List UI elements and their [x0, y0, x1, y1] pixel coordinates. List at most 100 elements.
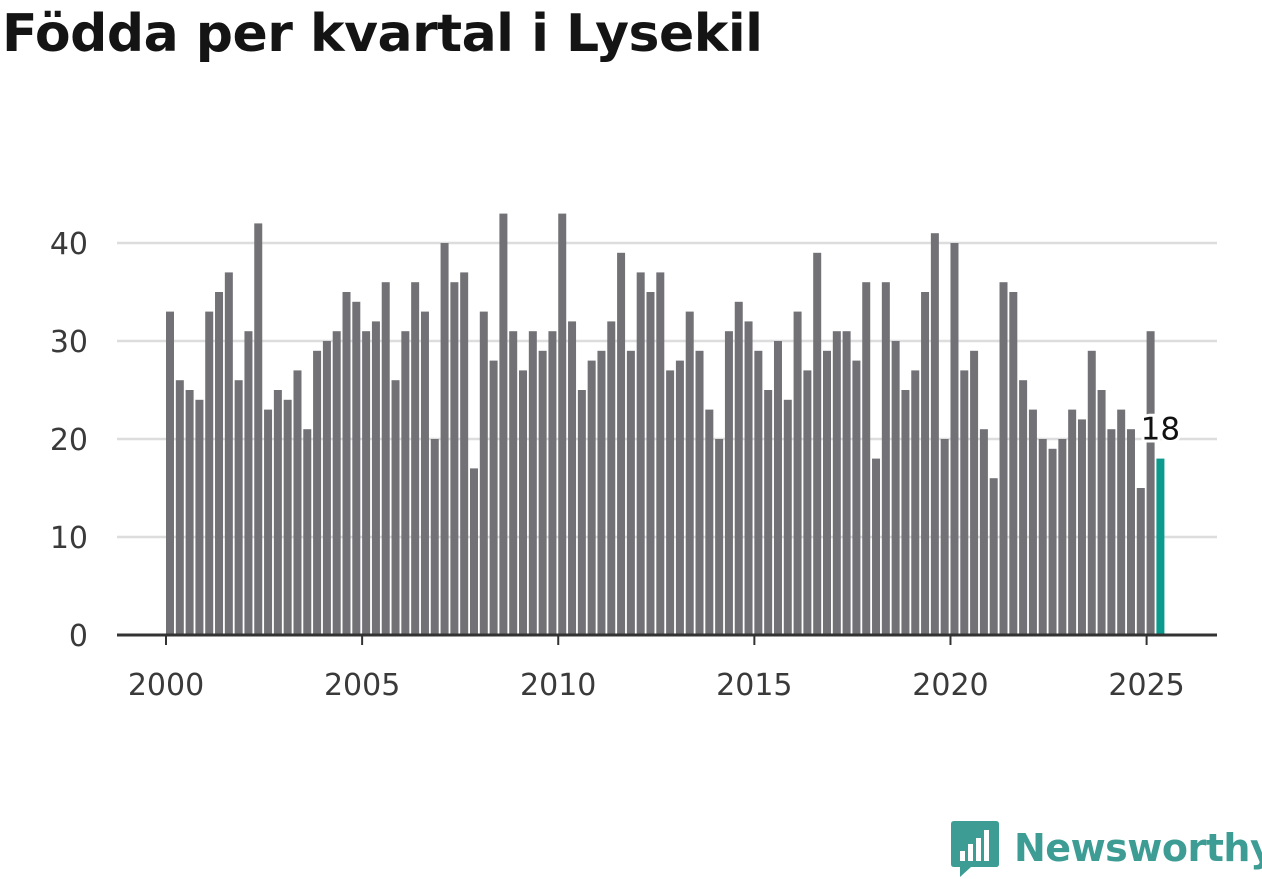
- bar: [273, 390, 282, 635]
- bar: [293, 370, 302, 635]
- bar: [1087, 350, 1096, 635]
- bar: [989, 478, 998, 635]
- bar: [185, 390, 194, 635]
- bar: [548, 331, 557, 635]
- bar: [675, 360, 684, 635]
- bar: [430, 439, 439, 635]
- bar: [519, 370, 528, 635]
- bar: [666, 370, 675, 635]
- bar: [528, 331, 537, 635]
- bar: [1107, 429, 1116, 635]
- bar: [303, 429, 312, 635]
- bar: [783, 399, 792, 635]
- bar: [1077, 419, 1086, 635]
- bar: [881, 282, 890, 635]
- bar: [852, 360, 861, 635]
- bar: [420, 311, 429, 635]
- bar: [371, 321, 380, 635]
- x-tick-label: 2010: [520, 668, 596, 703]
- bar: [930, 233, 939, 635]
- bar: [1117, 409, 1126, 635]
- bar: [381, 282, 390, 635]
- labels: 0 10 20 30 40 2000 2005 2010 2015 2020 2025 18: [50, 227, 1185, 703]
- bar: [1038, 439, 1047, 635]
- bar: [1146, 331, 1155, 635]
- bar: [538, 350, 547, 635]
- bar: [205, 311, 214, 635]
- bar: [224, 272, 233, 635]
- bar: [175, 380, 184, 635]
- bar: [244, 331, 253, 635]
- bar: [970, 350, 979, 635]
- bar: [313, 350, 322, 635]
- bar: [744, 321, 753, 635]
- highlight-data-label: 18: [1141, 412, 1180, 448]
- bar: [734, 301, 743, 635]
- bar: [597, 350, 606, 635]
- bar: [950, 243, 959, 635]
- bar: [1058, 439, 1067, 635]
- bar: [391, 380, 400, 635]
- bar: [1019, 380, 1028, 635]
- bar: [401, 331, 410, 635]
- bar: [940, 439, 949, 635]
- brand-name: Newsworthy: [1014, 826, 1262, 870]
- bar: [1136, 488, 1145, 635]
- bar: [921, 292, 930, 635]
- bar: [695, 350, 704, 635]
- bar: [1048, 448, 1057, 635]
- bar: [215, 292, 224, 635]
- bar: [352, 301, 361, 635]
- bar: [715, 439, 724, 635]
- y-tick-label: 0: [69, 619, 88, 654]
- bar: [509, 331, 518, 635]
- bar: [568, 321, 577, 635]
- bar: [450, 282, 459, 635]
- bar: [626, 350, 635, 635]
- bar: [646, 292, 655, 635]
- bar: [823, 350, 831, 635]
- axes: [117, 633, 1217, 645]
- bar: [1068, 409, 1077, 635]
- bar: [911, 370, 920, 635]
- bar: [1028, 409, 1037, 635]
- bar: [656, 272, 665, 635]
- bar: [489, 360, 498, 635]
- bar: [342, 292, 351, 635]
- newsworthy-logo-icon: [951, 821, 999, 877]
- bar: [901, 390, 910, 635]
- bar: [842, 331, 851, 635]
- bar: [960, 370, 969, 635]
- bar: [862, 282, 871, 635]
- y-tick-label: 30: [50, 325, 88, 360]
- highlight-bar: [1156, 458, 1165, 635]
- bar: [332, 331, 341, 635]
- bar: [479, 311, 488, 635]
- y-tick-label: 40: [50, 227, 88, 262]
- bar: [773, 341, 782, 635]
- bar: [469, 468, 478, 635]
- bar: [577, 390, 586, 635]
- bar: [1009, 292, 1018, 635]
- bar: [411, 282, 420, 635]
- bar: [254, 223, 263, 635]
- y-tick-label: 10: [50, 521, 88, 556]
- x-tick-label: 2000: [128, 668, 204, 703]
- bar: [685, 311, 694, 635]
- chart-title: Födda per kvartal i Lysekil: [2, 4, 763, 64]
- bar: [440, 243, 449, 635]
- bar: [999, 282, 1008, 635]
- bar: [891, 341, 900, 635]
- bar: [764, 390, 773, 635]
- bar: [1097, 390, 1106, 635]
- bar: [872, 458, 881, 635]
- bar: [1126, 429, 1135, 635]
- bar: [558, 213, 567, 635]
- bar: [979, 429, 988, 635]
- bar: [803, 370, 812, 635]
- bar: [460, 272, 469, 635]
- bar: [607, 321, 616, 635]
- x-tick-label: 2005: [324, 668, 400, 703]
- bar: [793, 311, 802, 635]
- bar: [617, 252, 626, 636]
